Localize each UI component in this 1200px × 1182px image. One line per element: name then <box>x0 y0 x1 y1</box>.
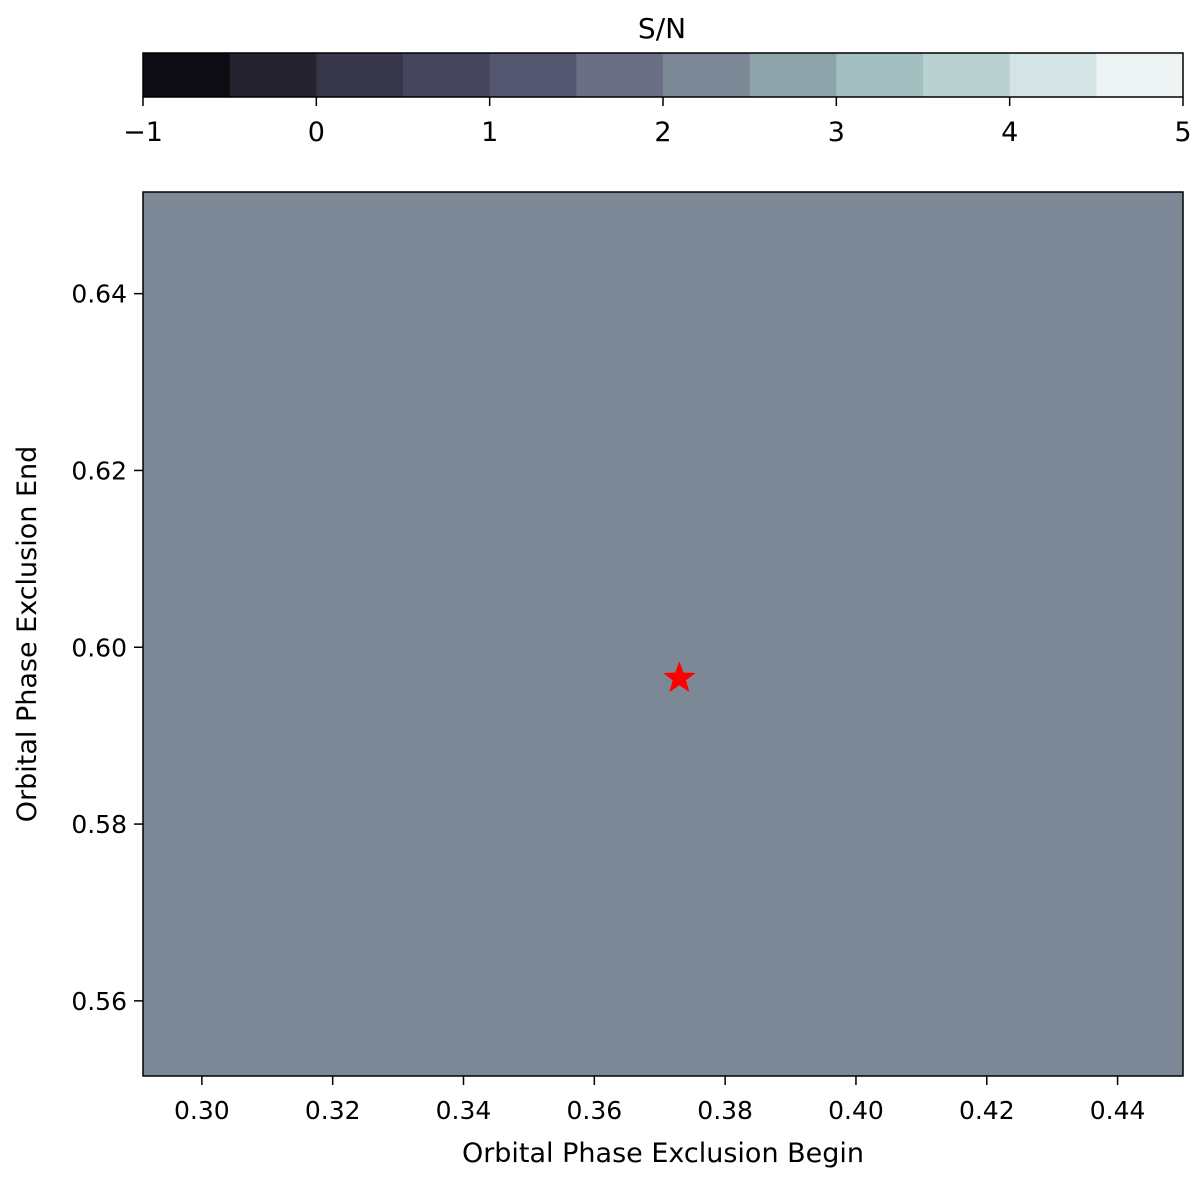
colorbar-swatch <box>143 53 231 97</box>
x-tick-label: 0.44 <box>1090 1096 1146 1125</box>
colorbar-tick-label: 0 <box>308 117 325 148</box>
colorbar-swatch <box>316 53 404 97</box>
colorbar-swatch <box>1009 53 1097 97</box>
x-tick-label: 0.32 <box>305 1096 361 1125</box>
plot-frame <box>142 191 1184 1077</box>
colorbar-swatch <box>836 53 924 97</box>
x-tick-label: 0.38 <box>697 1096 753 1125</box>
contour-region-2 <box>143 192 1183 1076</box>
colorbar-tick-label: 4 <box>1001 117 1018 148</box>
y-axis-ticks: 0.56 0.58 0.60 0.62 0.64 <box>71 280 143 1016</box>
colorbar-label: S/N <box>638 12 686 45</box>
y-tick-label: 0.58 <box>71 810 127 839</box>
colorbar-ticks: −1 0 1 2 3 4 5 <box>123 97 1192 148</box>
colorbar-swatch <box>229 53 317 97</box>
y-tick-label: 0.64 <box>71 280 127 309</box>
y-tick-label: 0.62 <box>71 456 127 485</box>
colorbar-swatch <box>923 53 1011 97</box>
colorbar-swatch <box>489 53 577 97</box>
colorbar-swatch <box>403 53 491 97</box>
colorbar-tick-label: 3 <box>828 117 845 148</box>
colorbar-swatches <box>143 53 1184 97</box>
colorbar-tick-label: 5 <box>1174 117 1191 148</box>
x-axis-label: Orbital Phase Exclusion Begin <box>462 1138 864 1169</box>
colorbar-tick-label: 1 <box>481 117 498 148</box>
x-tick-label: 0.40 <box>828 1096 884 1125</box>
y-axis-label: Orbital Phase Exclusion End <box>12 446 43 823</box>
colorbar-tick-label: −1 <box>123 117 163 148</box>
colorbar: S/N −1 0 1 2 3 4 5 <box>123 12 1192 148</box>
x-tick-label: 0.42 <box>959 1096 1015 1125</box>
y-tick-label: 0.56 <box>71 987 127 1016</box>
colorbar-swatch <box>663 53 751 97</box>
x-tick-label: 0.34 <box>436 1096 492 1125</box>
contour-fill <box>143 192 1183 1076</box>
y-tick-label: 0.60 <box>71 633 127 662</box>
colorbar-swatch <box>576 53 664 97</box>
x-axis-ticks: 0.30 0.32 0.34 0.36 0.38 0.40 0.42 0.44 <box>174 1076 1145 1125</box>
colorbar-tick-label: 2 <box>654 117 671 148</box>
x-tick-label: 0.30 <box>174 1096 230 1125</box>
colorbar-swatch <box>1096 53 1184 97</box>
plot-area: 0.30 0.32 0.34 0.36 0.38 0.40 0.42 0.44 0.560.5… <box>12 191 1184 1169</box>
colorbar-swatch <box>749 53 837 97</box>
x-tick-label: 0.36 <box>566 1096 622 1125</box>
peak-marker-star <box>663 661 696 692</box>
